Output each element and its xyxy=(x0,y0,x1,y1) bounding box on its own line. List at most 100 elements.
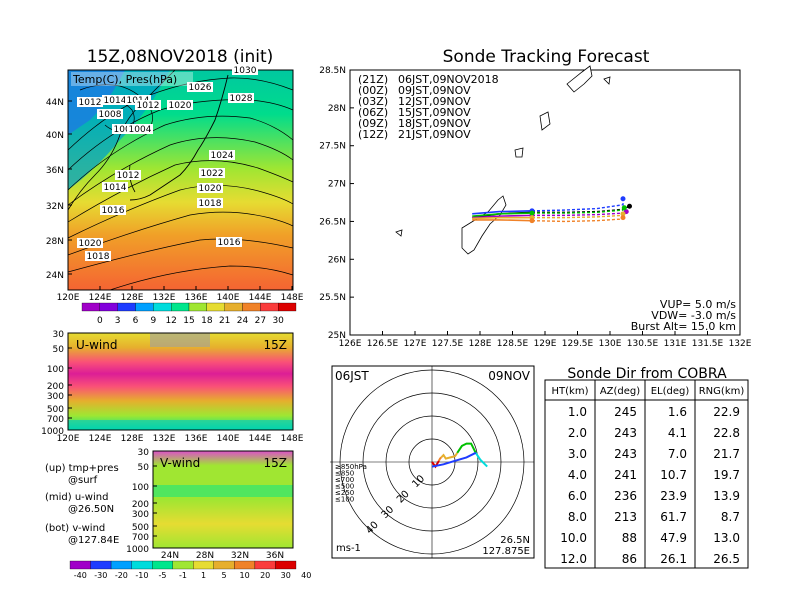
desc-up: (up) tmp+pres xyxy=(45,463,119,474)
colorbar-swatch xyxy=(117,302,136,312)
polar-level-legend: ≥850hPa≤850≤700≤500≤250≤100 xyxy=(335,463,367,504)
vwind-frame xyxy=(152,450,294,549)
isobar-label-bg xyxy=(102,182,128,192)
desc-bot-2: @127.84E xyxy=(68,535,119,546)
map-lat-ticks: 44N 40N 36N 32N 28N 24N xyxy=(46,98,72,281)
lon-tick-label: 136E xyxy=(185,293,208,303)
landing-point xyxy=(620,215,626,221)
track-line-ascent xyxy=(472,212,533,217)
wind-colorbar-swatch xyxy=(172,560,194,570)
uwind-time: 15Z xyxy=(264,338,288,352)
p-tick-label: 300 xyxy=(132,510,149,520)
colorbar-tick-label: 24 xyxy=(237,316,249,326)
wind-colorbar-swatch xyxy=(213,560,235,570)
polar-ring xyxy=(385,415,479,509)
lon-tick-label: 124E xyxy=(89,434,112,444)
lon-tick-label: 127E xyxy=(404,339,427,349)
legend-text: 06JST,09NOV2018 xyxy=(398,73,499,86)
colorbar-swatch xyxy=(260,302,279,312)
lat-tick-label: 25.5N xyxy=(319,293,346,303)
hodograph-segment xyxy=(440,452,459,460)
lon-tick-label: 132E xyxy=(153,434,176,444)
map-frame xyxy=(67,69,294,291)
island-small xyxy=(603,76,611,85)
isobar-label-bg xyxy=(115,170,141,180)
lon-tick-label: 131E xyxy=(664,339,687,349)
lat-tick-label: 26.5N xyxy=(319,217,346,227)
lat-tick-label: 28N xyxy=(196,551,214,561)
track-line-ascent xyxy=(472,216,532,220)
level-legend: ≤500 xyxy=(335,483,354,491)
island-kume xyxy=(395,229,403,237)
cobra-cell: 13.9 xyxy=(713,489,740,503)
lon-tick-label: 129.5E xyxy=(562,339,594,349)
wind-colorbar-tick-label: -10 xyxy=(135,571,148,580)
cobra-cell: 243 xyxy=(614,426,637,440)
isobar-label-bg xyxy=(97,109,123,119)
cobra-cell: 23.9 xyxy=(660,489,687,503)
burst-point xyxy=(529,210,535,216)
cobra-cell: 245 xyxy=(614,405,637,419)
cobra-cell: 10.7 xyxy=(660,468,687,482)
lon-tick-label: 130.5E xyxy=(627,339,659,349)
cobra-header-cell: RNG(km) xyxy=(699,386,745,397)
panel-description: (up) tmp+pres @surf (mid) u-wind @26.50N… xyxy=(45,463,119,546)
legend-text: 12JST,09NOV xyxy=(398,95,471,108)
lat-tick-label: 40N xyxy=(46,131,64,141)
colorbar-tick-label: 9 xyxy=(150,316,156,326)
lon-tick-label: 132E xyxy=(153,293,176,303)
isobar-label-bg xyxy=(187,82,213,92)
colorbar-swatch xyxy=(206,302,225,312)
colorbar-tick-label: 0 xyxy=(97,316,103,326)
lon-tick-label: 120E xyxy=(57,434,80,444)
colorbar-tick-label: 6 xyxy=(133,316,139,326)
lat-tick-label: 27N xyxy=(328,180,346,190)
landing-point xyxy=(627,203,632,209)
vwind-label: V-wind xyxy=(160,456,200,470)
isobar-label: 1018 xyxy=(87,252,110,262)
isobar-label: 1014 xyxy=(104,183,127,193)
lon-tick-label: 148E xyxy=(281,293,304,303)
level-legend: ≤850 xyxy=(335,470,354,478)
isobar-label-bg xyxy=(209,150,235,160)
wind-colorbar-tick-label: -5 xyxy=(158,571,166,580)
cobra-table-frame xyxy=(544,379,749,569)
island-tokunoshima xyxy=(514,147,524,158)
isobar-label: 1026 xyxy=(189,83,212,93)
isobar-line xyxy=(67,160,294,223)
p-tick-label: 200 xyxy=(132,500,149,510)
wind-colorbar-swatch xyxy=(110,560,132,570)
isobar-label-bg xyxy=(197,198,223,208)
wind-colorbar-swatch xyxy=(234,560,256,570)
lat-tick-label: 36N xyxy=(266,551,284,561)
map-lon-ticks: 120E 124E 128E 132E 136E 140E 144E 148E xyxy=(57,286,304,303)
uwind-bottom-easterly xyxy=(68,420,293,430)
colorbar-tick-label: 21 xyxy=(219,316,230,326)
map-overlay-label: Temp(C), Pres(hPa) xyxy=(72,73,177,86)
colorbar-tick-label: 30 xyxy=(272,316,284,326)
cobra-cell: 6.0 xyxy=(568,489,587,503)
tracking-title: Sonde Tracking Forecast xyxy=(443,47,650,67)
map-overlay-label-box xyxy=(71,72,193,86)
colorbar-swatch xyxy=(171,302,190,312)
param-vdw: VDW= -3.0 m/s xyxy=(651,309,736,322)
legend-tag: (06Z) xyxy=(358,106,388,119)
wind-colorbar-swatch xyxy=(152,560,173,570)
level-legend: ≥850hPa xyxy=(335,463,367,471)
lat-tick-label: 25N xyxy=(328,331,346,341)
colorbar-swatch xyxy=(81,302,100,312)
lon-tick-label: 128E xyxy=(121,434,144,444)
wind-colorbar-swatch xyxy=(275,560,297,570)
p-tick-label: 50 xyxy=(138,463,150,473)
p-tick-label: 30 xyxy=(138,448,150,458)
cobra-cell: 7.0 xyxy=(668,447,687,461)
p-tick-label: 700 xyxy=(132,533,149,543)
lat-tick-label: 26N xyxy=(328,255,346,265)
lat-tick-label: 32N xyxy=(46,202,64,212)
colorbar-tick-label: 3 xyxy=(115,316,121,326)
lat-tick-label: 28N xyxy=(46,237,64,247)
